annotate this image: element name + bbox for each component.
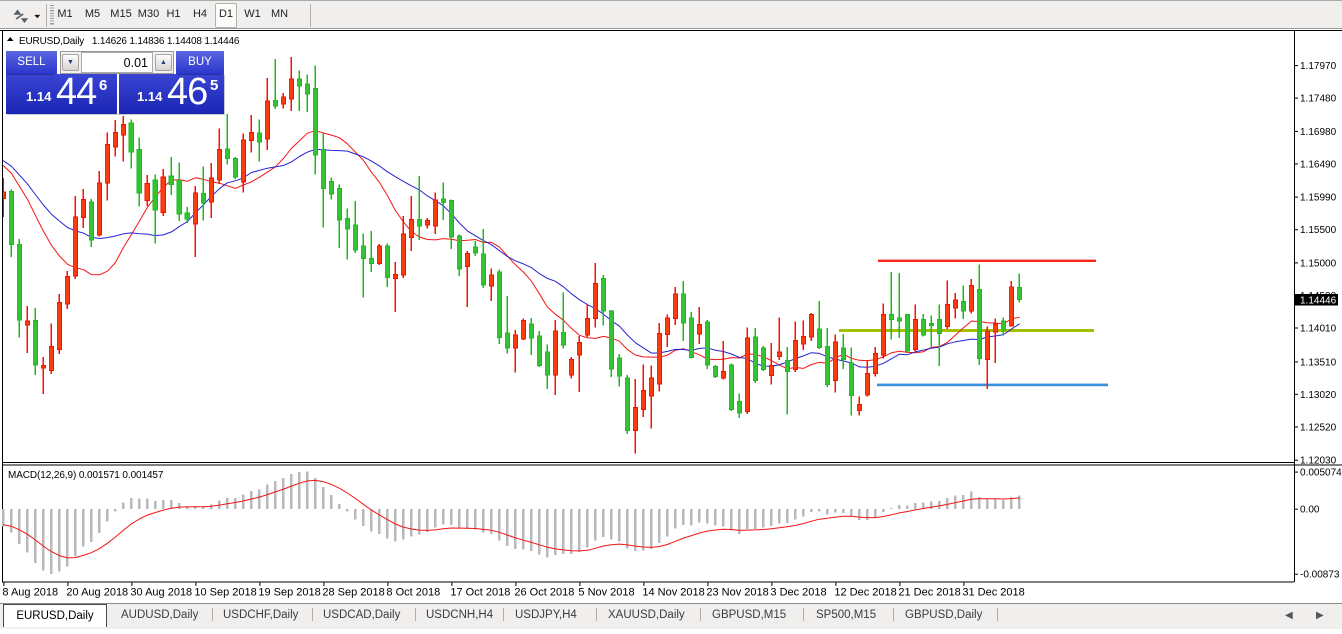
svg-text:1.12520: 1.12520 (1300, 423, 1337, 434)
svg-text:28 Sep 2018: 28 Sep 2018 (322, 587, 384, 599)
svg-text:21 Dec 2018: 21 Dec 2018 (898, 587, 960, 599)
svg-text:1.17480: 1.17480 (1300, 94, 1337, 105)
svg-text:19 Sep 2018: 19 Sep 2018 (258, 587, 320, 599)
svg-text:23 Nov 2018: 23 Nov 2018 (706, 587, 768, 599)
svg-text:EURUSD,Daily 1.14626 1.14836: EURUSD,Daily 1.14626 1.14836 1.14408 1.1… (19, 36, 240, 47)
svg-text:5 Nov 2018: 5 Nov 2018 (578, 587, 634, 599)
svg-text:8 Aug 2018: 8 Aug 2018 (2, 587, 58, 599)
svg-text:10 Sep 2018: 10 Sep 2018 (194, 587, 256, 599)
svg-text:1.15500: 1.15500 (1300, 225, 1337, 236)
svg-text:1.14446: 1.14446 (1300, 296, 1337, 307)
svg-text:31 Dec 2018: 31 Dec 2018 (962, 587, 1024, 599)
svg-text:1.15000: 1.15000 (1300, 258, 1337, 269)
svg-text:0.005074: 0.005074 (1300, 468, 1342, 479)
svg-text:17 Oct 2018: 17 Oct 2018 (450, 587, 510, 599)
svg-text:1.13510: 1.13510 (1300, 357, 1337, 368)
svg-text:1.13020: 1.13020 (1300, 390, 1337, 401)
svg-text:1.12030: 1.12030 (1300, 456, 1337, 467)
svg-text:20 Aug 2018: 20 Aug 2018 (66, 587, 128, 599)
svg-text:MACD(12,26,9) 0.001571 0.00145: MACD(12,26,9) 0.001571 0.001457 (8, 470, 164, 481)
svg-text:1.14010: 1.14010 (1300, 324, 1337, 335)
svg-text:1.17970: 1.17970 (1300, 61, 1337, 72)
svg-text:-0.00873: -0.00873 (1300, 570, 1340, 581)
svg-text:1.16980: 1.16980 (1300, 127, 1337, 138)
svg-text:26 Oct 2018: 26 Oct 2018 (514, 587, 574, 599)
svg-text:0.00: 0.00 (1300, 505, 1320, 516)
svg-text:14 Nov 2018: 14 Nov 2018 (642, 587, 704, 599)
svg-text:1.16490: 1.16490 (1300, 159, 1337, 170)
svg-text:30 Aug 2018: 30 Aug 2018 (130, 587, 192, 599)
svg-text:3 Dec 2018: 3 Dec 2018 (770, 587, 826, 599)
svg-text:8 Oct 2018: 8 Oct 2018 (386, 587, 440, 599)
svg-text:1.15990: 1.15990 (1300, 193, 1337, 204)
svg-text:12 Dec 2018: 12 Dec 2018 (834, 587, 896, 599)
